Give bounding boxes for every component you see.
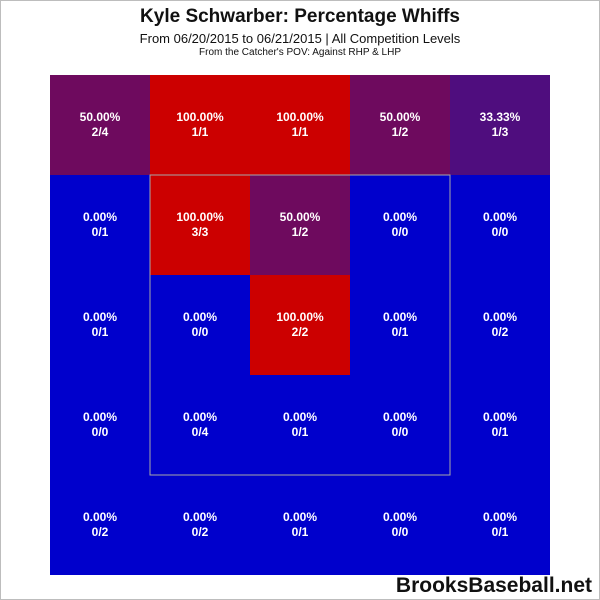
zone-cell-r4-c1	[150, 475, 250, 575]
zone-count-label: 1/3	[492, 125, 509, 139]
zone-cell-r3-c2	[250, 375, 350, 475]
zone-pct-label: 50.00%	[80, 110, 121, 124]
zone-cell-r1-c2	[250, 175, 350, 275]
chart-title: Kyle Schwarber: Percentage Whiffs	[140, 6, 460, 27]
zone-count-label: 0/1	[292, 525, 309, 539]
zone-pct-label: 0.00%	[483, 310, 517, 324]
zone-pct-label: 50.00%	[380, 110, 421, 124]
zone-count-label: 0/1	[92, 325, 109, 339]
zone-count-label: 0/4	[192, 425, 209, 439]
zone-cell-r3-c4	[450, 375, 550, 475]
zone-cell-r0-c3	[350, 75, 450, 175]
zone-count-label: 0/0	[392, 225, 409, 239]
zone-count-label: 0/2	[192, 525, 209, 539]
zone-pct-label: 0.00%	[383, 210, 417, 224]
zone-count-label: 0/2	[492, 325, 509, 339]
zone-cell-r2-c0	[50, 275, 150, 375]
brooksbaseball-watermark: BrooksBaseball.net	[395, 574, 592, 597]
zone-cell-r3-c1	[150, 375, 250, 475]
zone-pct-label: 0.00%	[483, 510, 517, 524]
zone-cell-r1-c3	[350, 175, 450, 275]
zone-pct-label: 0.00%	[283, 510, 317, 524]
zone-pct-label: 0.00%	[183, 410, 217, 424]
zone-pct-label: 0.00%	[83, 410, 117, 424]
zone-count-label: 0/0	[392, 425, 409, 439]
zone-pct-label: 100.00%	[276, 310, 324, 324]
zone-count-label: 3/3	[192, 225, 209, 239]
zone-cell-r0-c2	[250, 75, 350, 175]
zone-pct-label: 0.00%	[283, 410, 317, 424]
zone-pct-label: 0.00%	[183, 510, 217, 524]
zone-pct-label: 0.00%	[183, 310, 217, 324]
zone-cell-r1-c0	[50, 175, 150, 275]
zone-count-label: 0/0	[492, 225, 509, 239]
chart-subtitle: From 06/20/2015 to 06/21/2015 | All Comp…	[139, 31, 461, 46]
zone-cell-r3-c0	[50, 375, 150, 475]
zone-count-label: 0/1	[392, 325, 409, 339]
zone-cell-r4-c3	[350, 475, 450, 575]
strike-zone-outline	[149, 174, 451, 476]
zone-cell-r1-c4	[450, 175, 550, 275]
zone-count-label: 0/2	[92, 525, 109, 539]
zone-pct-label: 50.00%	[280, 210, 321, 224]
zone-count-label: 0/1	[92, 225, 109, 239]
zone-pct-label: 100.00%	[276, 110, 324, 124]
zone-count-label: 0/1	[492, 525, 509, 539]
zone-cell-r1-c1	[150, 175, 250, 275]
zone-pct-label: 0.00%	[483, 210, 517, 224]
zone-pct-label: 0.00%	[483, 410, 517, 424]
zone-pct-label: 0.00%	[383, 310, 417, 324]
zone-count-label: 1/2	[292, 225, 309, 239]
zone-cell-r0-c1	[150, 75, 250, 175]
zone-pct-label: 0.00%	[383, 510, 417, 524]
zone-cell-r4-c4	[450, 475, 550, 575]
zone-cell-r2-c1	[150, 275, 250, 375]
zone-count-label: 0/0	[392, 525, 409, 539]
zone-count-label: 2/4	[92, 125, 109, 139]
chart-subtitle-pov: From the Catcher's POV: Against RHP & LH…	[199, 47, 401, 58]
zone-cell-r2-c4	[450, 275, 550, 375]
zone-pct-label: 100.00%	[176, 210, 224, 224]
zone-cell-r4-c2	[250, 475, 350, 575]
zone-count-label: 0/1	[292, 425, 309, 439]
zone-cell-r0-c4	[450, 75, 550, 175]
zone-cell-r2-c3	[350, 275, 450, 375]
zone-cell-r0-c0	[50, 75, 150, 175]
zone-count-label: 1/2	[392, 125, 409, 139]
zone-pct-label: 0.00%	[83, 210, 117, 224]
zone-pct-label: 0.00%	[383, 410, 417, 424]
zone-count-label: 1/1	[292, 125, 309, 139]
zone-cell-r4-c0	[50, 475, 150, 575]
zone-cell-r3-c3	[350, 375, 450, 475]
zone-count-label: 0/0	[92, 425, 109, 439]
zone-pct-label: 33.33%	[480, 110, 521, 124]
zone-count-label: 0/1	[492, 425, 509, 439]
zone-pct-label: 0.00%	[83, 310, 117, 324]
zone-pct-label: 0.00%	[83, 510, 117, 524]
zone-pct-label: 100.00%	[176, 110, 224, 124]
zone-cell-r2-c2	[250, 275, 350, 375]
zone-count-label: 1/1	[192, 125, 209, 139]
zone-count-label: 2/2	[292, 325, 309, 339]
zone-count-label: 0/0	[192, 325, 209, 339]
